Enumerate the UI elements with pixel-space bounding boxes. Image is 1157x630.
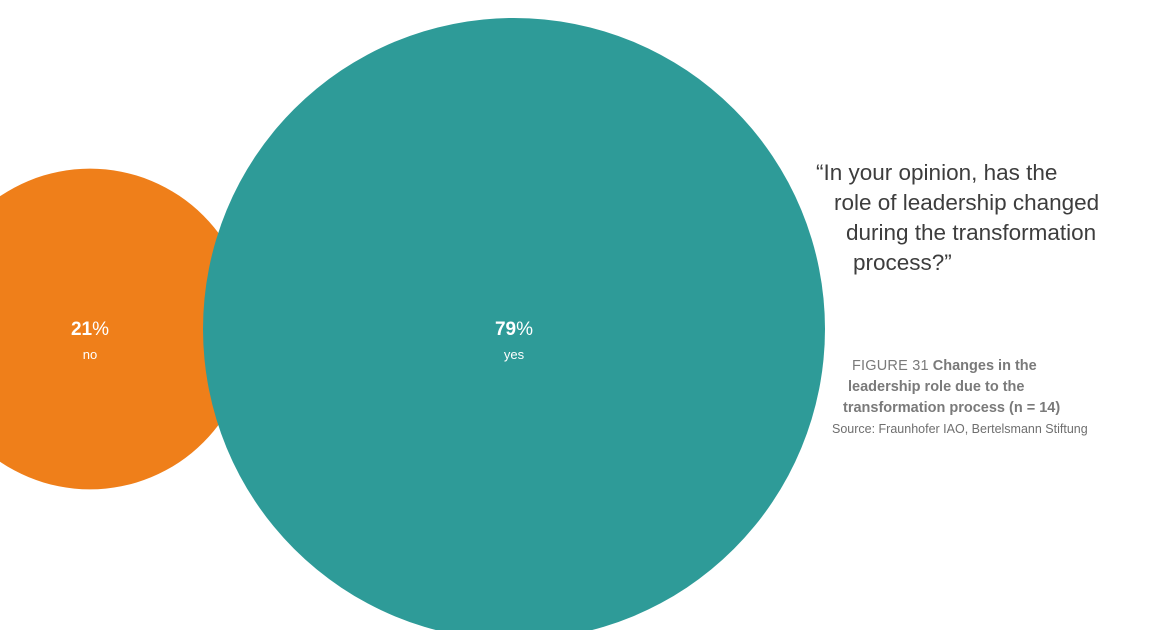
figure-label: FIGURE 31	[852, 358, 929, 374]
figure-title-line-3: transformation process (n = 14)	[843, 400, 1061, 416]
category-label-no: no	[83, 347, 97, 362]
bubble-yes	[203, 18, 825, 630]
figure-caption: FIGURE 31 Changes in the leadership role…	[820, 356, 1157, 440]
question-line-4: process?”	[853, 250, 952, 275]
bubbles-group: 21% no 79% yes	[0, 18, 825, 630]
data-label-no-value: 21%	[71, 319, 109, 340]
figure-title-line-2: leadership role due to the	[848, 379, 1025, 395]
survey-question: “In your opinion, has the role of leader…	[816, 158, 1157, 278]
bubble-no	[0, 168, 251, 490]
category-label-yes: yes	[504, 347, 525, 362]
figure-source: Source: Fraunhofer IAO, Bertelsmann Stif…	[832, 422, 1088, 436]
figure-title-line-1: Changes in the	[932, 358, 1037, 374]
question-line-1: “In your opinion, has the	[816, 160, 1058, 185]
data-label-yes-value: 79%	[495, 319, 533, 340]
question-line-2: role of leadership changed	[834, 190, 1100, 215]
question-line-3: during the transformation	[846, 220, 1097, 245]
